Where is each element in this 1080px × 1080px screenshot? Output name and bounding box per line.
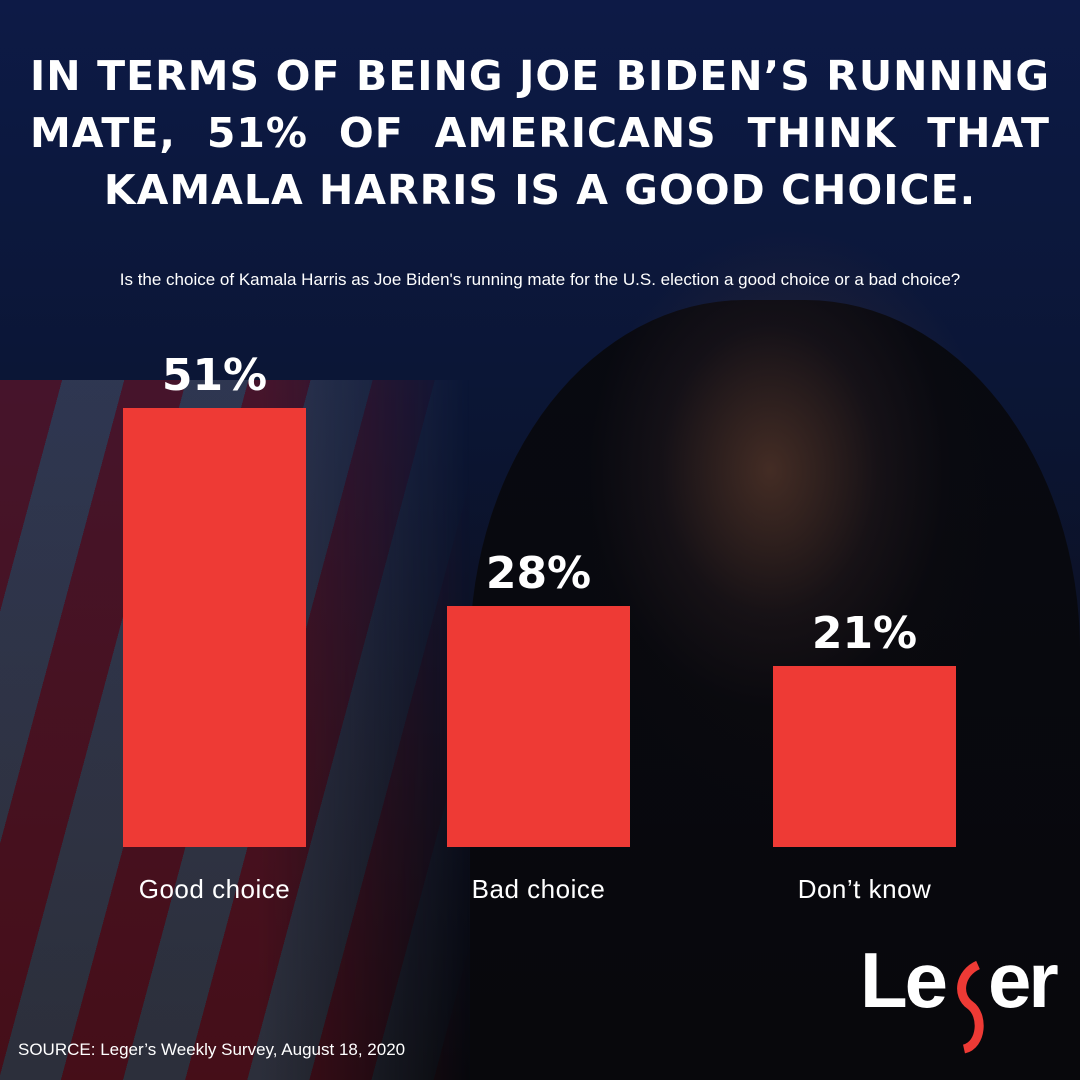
source-label: SOURCE: [18,1040,96,1059]
value-label-good-choice: 51% [161,350,268,401]
value-label-dont-know: 21% [811,608,918,660]
category-label-bad-choice: Bad choice [471,874,606,904]
svg-text:Le: Le [860,945,946,1024]
bar-dont-know [773,666,956,847]
leger-logo: Le er [860,945,1060,1054]
svg-text:er: er [988,945,1058,1024]
category-label-dont-know: Don’t know [797,874,932,904]
category-label-good-choice: Good choice [138,874,291,904]
headline: IN TERMS OF BEING JOE BIDEN’S RUNNING MA… [30,52,1050,214]
value-label-bad-choice: 28% [485,547,592,599]
source-text: Leger’s Weekly Survey, August 18, 2020 [95,1040,406,1059]
bar-bad-choice [447,605,630,847]
source-note: SOURCE: Leger’s Weekly Survey, August 18… [18,1040,405,1060]
chart-title: Is the choice of Kamala Harris as Joe Bi… [119,270,961,289]
bar-good-choice [123,408,306,847]
